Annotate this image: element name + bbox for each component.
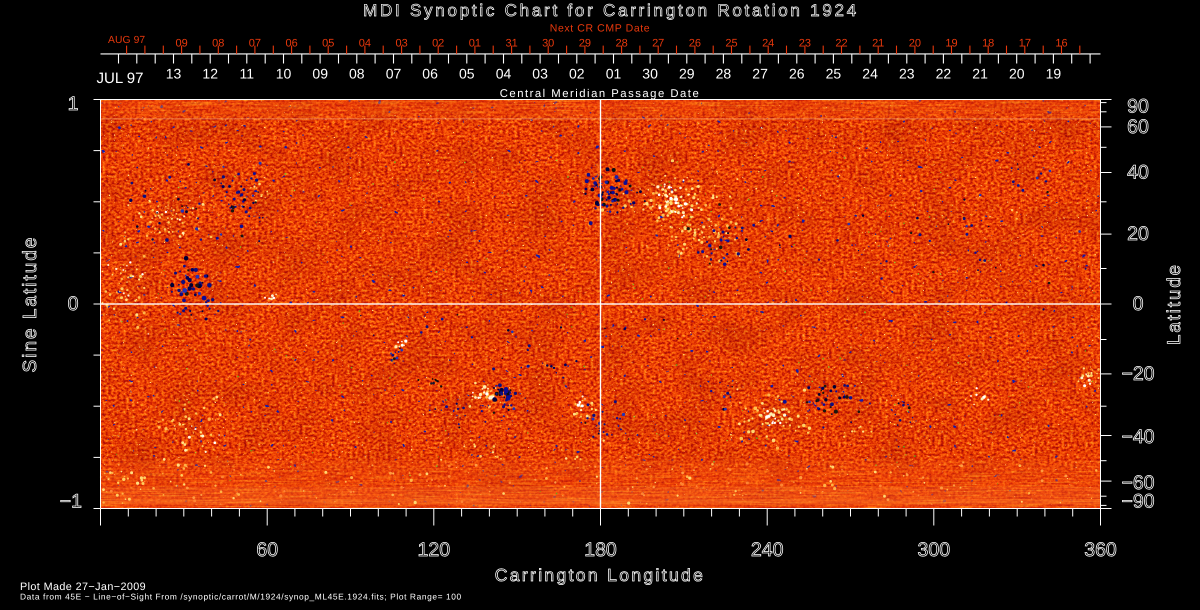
svg-text:29: 29 — [579, 37, 591, 49]
svg-text:23: 23 — [799, 37, 811, 49]
svg-text:29: 29 — [679, 65, 695, 81]
svg-text:22: 22 — [835, 37, 847, 49]
svg-text:−40: −40 — [1121, 426, 1154, 448]
svg-text:16: 16 — [1055, 37, 1067, 49]
svg-text:60: 60 — [1127, 116, 1149, 138]
svg-text:30: 30 — [642, 65, 658, 81]
svg-text:20: 20 — [909, 37, 921, 49]
svg-text:21: 21 — [972, 65, 988, 81]
svg-text:22: 22 — [936, 65, 952, 81]
svg-text:03: 03 — [395, 37, 407, 49]
svg-text:Central Meridian Passage Date: Central Meridian Passage Date — [500, 88, 700, 100]
svg-text:Data from 45E − Line−of−Sight: Data from 45E − Line−of−Sight From /syno… — [20, 592, 462, 602]
svg-text:04: 04 — [359, 37, 371, 49]
svg-text:12: 12 — [202, 65, 218, 81]
svg-text:07: 07 — [249, 37, 261, 49]
svg-text:Next CR CMP Date: Next CR CMP Date — [550, 23, 650, 35]
svg-text:05: 05 — [322, 37, 334, 49]
svg-text:19: 19 — [1046, 65, 1062, 81]
svg-text:20: 20 — [1009, 65, 1025, 81]
svg-text:120: 120 — [418, 539, 451, 561]
svg-text:Sine Latitude: Sine Latitude — [20, 236, 41, 373]
svg-text:06: 06 — [422, 65, 438, 81]
svg-text:25: 25 — [826, 65, 842, 81]
svg-text:04: 04 — [496, 65, 512, 81]
svg-text:01: 01 — [606, 65, 622, 81]
svg-text:26: 26 — [689, 37, 701, 49]
svg-text:300: 300 — [918, 539, 951, 561]
svg-text:Plot Made 27−Jan−2009: Plot Made 27−Jan−2009 — [20, 581, 146, 593]
svg-text:21: 21 — [872, 37, 884, 49]
svg-text:08: 08 — [212, 37, 224, 49]
svg-text:AUG 97: AUG 97 — [108, 35, 145, 46]
svg-text:90: 90 — [1127, 96, 1149, 118]
svg-text:28: 28 — [716, 65, 732, 81]
svg-text:−1: −1 — [60, 491, 82, 513]
svg-text:02: 02 — [432, 37, 444, 49]
svg-text:05: 05 — [459, 65, 475, 81]
svg-text:240: 240 — [751, 539, 784, 561]
svg-text:10: 10 — [276, 65, 292, 81]
svg-text:19: 19 — [945, 37, 957, 49]
svg-text:27: 27 — [652, 37, 664, 49]
svg-text:1: 1 — [68, 93, 79, 115]
svg-text:18: 18 — [982, 37, 994, 49]
svg-text:180: 180 — [584, 539, 617, 561]
svg-text:09: 09 — [312, 65, 328, 81]
svg-text:Latitude: Latitude — [1163, 263, 1184, 345]
svg-text:09: 09 — [175, 37, 187, 49]
svg-text:24: 24 — [862, 65, 878, 81]
svg-text:27: 27 — [752, 65, 768, 81]
svg-text:−60: −60 — [1121, 472, 1154, 494]
svg-text:−20: −20 — [1121, 363, 1154, 385]
svg-text:31: 31 — [505, 37, 517, 49]
svg-text:JUL 97: JUL 97 — [97, 70, 144, 87]
svg-text:25: 25 — [725, 37, 737, 49]
svg-text:26: 26 — [789, 65, 805, 81]
svg-text:23: 23 — [899, 65, 915, 81]
svg-text:28: 28 — [615, 37, 627, 49]
svg-text:06: 06 — [285, 37, 297, 49]
svg-text:360: 360 — [1084, 539, 1117, 561]
svg-text:11: 11 — [240, 65, 255, 81]
svg-text:13: 13 — [166, 65, 182, 81]
svg-text:0: 0 — [68, 293, 79, 315]
svg-text:−90: −90 — [1121, 491, 1154, 513]
svg-text:Carrington Longitude: Carrington Longitude — [495, 565, 705, 585]
svg-text:40: 40 — [1127, 162, 1149, 184]
svg-text:17: 17 — [1019, 37, 1031, 49]
svg-text:02: 02 — [569, 65, 585, 81]
svg-text:20: 20 — [1127, 223, 1149, 245]
svg-text:0: 0 — [1133, 293, 1144, 315]
svg-text:60: 60 — [256, 539, 278, 561]
svg-text:30: 30 — [542, 37, 554, 49]
svg-text:01: 01 — [469, 37, 481, 49]
svg-text:08: 08 — [349, 65, 365, 81]
svg-text:24: 24 — [762, 37, 774, 49]
svg-text:03: 03 — [532, 65, 548, 81]
svg-text:07: 07 — [386, 65, 402, 81]
svg-text:MDI Synoptic Chart for Carring: MDI Synoptic Chart for Carrington Rotati… — [363, 1, 859, 20]
